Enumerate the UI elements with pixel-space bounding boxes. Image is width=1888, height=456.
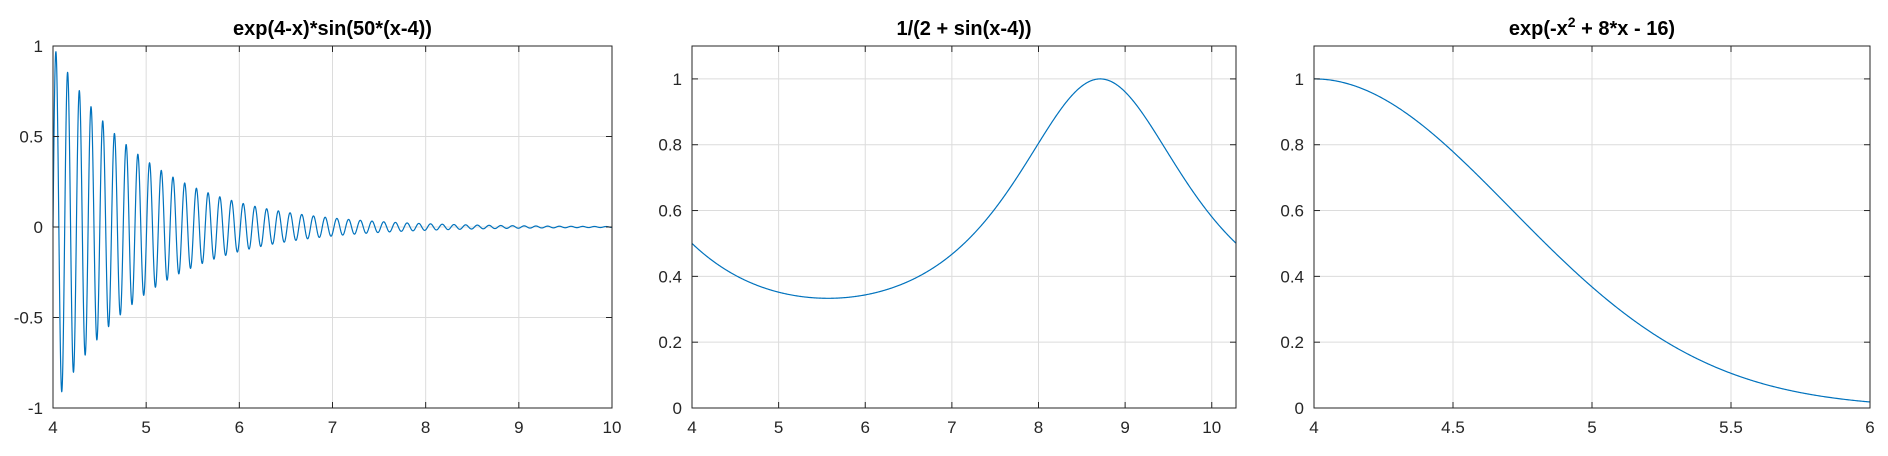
- y-tick-label: 0.6: [1280, 202, 1304, 221]
- y-tick-label: 0.6: [658, 202, 682, 221]
- x-tick-label: 7: [328, 418, 337, 437]
- y-tick-label: 0.2: [1280, 333, 1304, 352]
- x-tick-label: 5: [774, 418, 783, 437]
- title-text: + 8*x - 16): [1576, 18, 1676, 40]
- x-tick-label: 4.5: [1441, 418, 1465, 437]
- x-tick-labels: 4 5 6 7 8 9 10: [687, 418, 1221, 437]
- x-tick-label: 5: [141, 418, 150, 437]
- axes-box: [691, 45, 1237, 409]
- series-line: [1314, 78, 1871, 403]
- y-tick-labels: 0 0.2 0.4 0.6 0.8 1: [658, 70, 682, 418]
- tick-marks: [52, 45, 613, 409]
- y-tick-label: 0.8: [1280, 136, 1304, 155]
- x-tick-label: 9: [1120, 418, 1129, 437]
- x-tick-labels: 4 4.5 5 5.5 6: [1309, 418, 1874, 437]
- subplot-1: 4 5 6 7 8 9 10 -1 -0.5 0 0.5 1 exp(4-x)*sin(50*(x-…: [14, 18, 622, 437]
- title-text: exp(-x: [1509, 18, 1568, 40]
- title-text: 1/(2 + sin(x-4)): [896, 18, 1031, 40]
- x-tick-labels: 4 5 6 7 8 9 10: [48, 418, 621, 437]
- plot-title: exp(-x2 + 8*x - 16): [1509, 14, 1675, 40]
- title-text: exp(4-x)*sin(50*(x-4)): [233, 18, 432, 40]
- tick-marks: [1313, 46, 1871, 409]
- y-tick-labels: -1 -0.5 0 0.5 1: [14, 37, 43, 418]
- y-tick-label: 0.4: [658, 267, 682, 286]
- x-tick-label: 10: [603, 418, 622, 437]
- y-tick-label: 1: [34, 37, 43, 56]
- plot-title: exp(4-x)*sin(50*(x-4)): [233, 18, 432, 40]
- x-tick-label: 7: [947, 418, 956, 437]
- series-line: [52, 51, 613, 393]
- subplot-2: 4 5 6 7 8 9 10 0 0.2 0.4 0.6 0.8 1 1/(2 + sin(x-4)): [658, 18, 1237, 437]
- y-tick-label: -1: [28, 399, 43, 418]
- title-superscript: 2: [1568, 14, 1576, 30]
- y-tick-label: 0: [1295, 399, 1304, 418]
- series-line: [691, 78, 1237, 299]
- y-tick-labels: 0 0.2 0.4 0.6 0.8 1: [1280, 70, 1304, 418]
- y-tick-label: 1: [1295, 70, 1304, 89]
- x-tick-label: 4: [1309, 418, 1318, 437]
- x-tick-label: 9: [514, 418, 523, 437]
- subplot-3: 4 4.5 5 5.5 6 0 0.2 0.4 0.6 0.8 1 exp(-x2 + 8*x -…: [1280, 14, 1874, 437]
- y-tick-label: -0.5: [14, 309, 43, 328]
- y-tick-label: 0.4: [1280, 267, 1304, 286]
- x-tick-label: 5: [1587, 418, 1596, 437]
- y-tick-label: 0: [673, 399, 682, 418]
- x-tick-label: 5.5: [1719, 418, 1743, 437]
- x-tick-label: 8: [421, 418, 430, 437]
- x-tick-label: 8: [1034, 418, 1043, 437]
- plot-title: 1/(2 + sin(x-4)): [896, 18, 1031, 40]
- y-tick-label: 0.2: [658, 333, 682, 352]
- x-tick-label: 4: [687, 418, 696, 437]
- x-tick-label: 6: [861, 418, 870, 437]
- y-tick-label: 0.5: [19, 128, 43, 147]
- tick-marks: [691, 46, 1236, 409]
- y-tick-label: 0: [34, 218, 43, 237]
- x-tick-label: 10: [1202, 418, 1221, 437]
- x-tick-label: 4: [48, 418, 57, 437]
- y-tick-label: 0.8: [658, 136, 682, 155]
- x-tick-label: 6: [235, 418, 244, 437]
- y-tick-label: 1: [673, 70, 682, 89]
- x-tick-label: 6: [1865, 418, 1874, 437]
